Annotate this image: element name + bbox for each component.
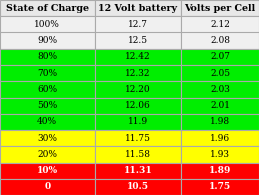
Text: 1.93: 1.93 xyxy=(210,150,230,159)
Bar xyxy=(95,16,181,33)
Bar xyxy=(95,33,181,49)
Text: 11.31: 11.31 xyxy=(124,166,152,175)
Bar xyxy=(181,49,259,65)
Text: 10%: 10% xyxy=(37,166,58,175)
Text: 10.5: 10.5 xyxy=(127,182,149,191)
Bar xyxy=(0,33,95,49)
Text: 2.12: 2.12 xyxy=(210,20,230,29)
Text: 11.75: 11.75 xyxy=(125,134,151,143)
Bar xyxy=(181,114,259,130)
Text: State of Charge: State of Charge xyxy=(6,4,89,13)
Text: 12.20: 12.20 xyxy=(125,85,151,94)
Bar xyxy=(0,162,95,179)
Text: 12.32: 12.32 xyxy=(125,69,151,78)
Text: Volts per Cell: Volts per Cell xyxy=(184,4,256,13)
Text: 90%: 90% xyxy=(37,36,57,45)
Bar xyxy=(181,146,259,162)
Bar xyxy=(181,33,259,49)
Bar xyxy=(181,98,259,114)
Text: 2.08: 2.08 xyxy=(210,36,230,45)
Text: 2.07: 2.07 xyxy=(210,52,230,61)
Bar xyxy=(0,0,95,16)
Text: 12.7: 12.7 xyxy=(128,20,148,29)
Text: 2.05: 2.05 xyxy=(210,69,230,78)
Bar xyxy=(95,146,181,162)
Bar xyxy=(181,0,259,16)
Text: 2.03: 2.03 xyxy=(210,85,230,94)
Text: 1.75: 1.75 xyxy=(209,182,231,191)
Text: 1.98: 1.98 xyxy=(210,117,230,126)
Bar xyxy=(181,162,259,179)
Bar xyxy=(181,16,259,33)
Bar xyxy=(95,65,181,81)
Text: 30%: 30% xyxy=(37,134,57,143)
Text: 70%: 70% xyxy=(37,69,57,78)
Bar xyxy=(95,162,181,179)
Text: 60%: 60% xyxy=(37,85,57,94)
Text: 2.01: 2.01 xyxy=(210,101,230,110)
Text: 12.5: 12.5 xyxy=(128,36,148,45)
Text: 12.06: 12.06 xyxy=(125,101,151,110)
Bar xyxy=(0,98,95,114)
Text: 0: 0 xyxy=(44,182,50,191)
Bar xyxy=(0,179,95,195)
Bar xyxy=(0,49,95,65)
Bar xyxy=(95,130,181,146)
Bar xyxy=(181,81,259,98)
Text: 11.9: 11.9 xyxy=(128,117,148,126)
Text: 80%: 80% xyxy=(37,52,57,61)
Bar xyxy=(95,0,181,16)
Bar xyxy=(0,146,95,162)
Bar xyxy=(0,65,95,81)
Bar xyxy=(181,130,259,146)
Bar xyxy=(95,179,181,195)
Text: 100%: 100% xyxy=(34,20,60,29)
Text: 50%: 50% xyxy=(37,101,57,110)
Text: 11.58: 11.58 xyxy=(125,150,151,159)
Bar xyxy=(95,81,181,98)
Bar xyxy=(181,179,259,195)
Bar xyxy=(95,49,181,65)
Text: 1.89: 1.89 xyxy=(209,166,231,175)
Bar xyxy=(0,130,95,146)
Bar xyxy=(0,81,95,98)
Text: 20%: 20% xyxy=(37,150,57,159)
Text: 40%: 40% xyxy=(37,117,57,126)
Bar xyxy=(95,98,181,114)
Text: 1.96: 1.96 xyxy=(210,134,230,143)
Text: 12.42: 12.42 xyxy=(125,52,151,61)
Text: 12 Volt battery: 12 Volt battery xyxy=(98,4,177,13)
Bar xyxy=(181,65,259,81)
Bar xyxy=(0,16,95,33)
Bar xyxy=(95,114,181,130)
Bar xyxy=(0,114,95,130)
